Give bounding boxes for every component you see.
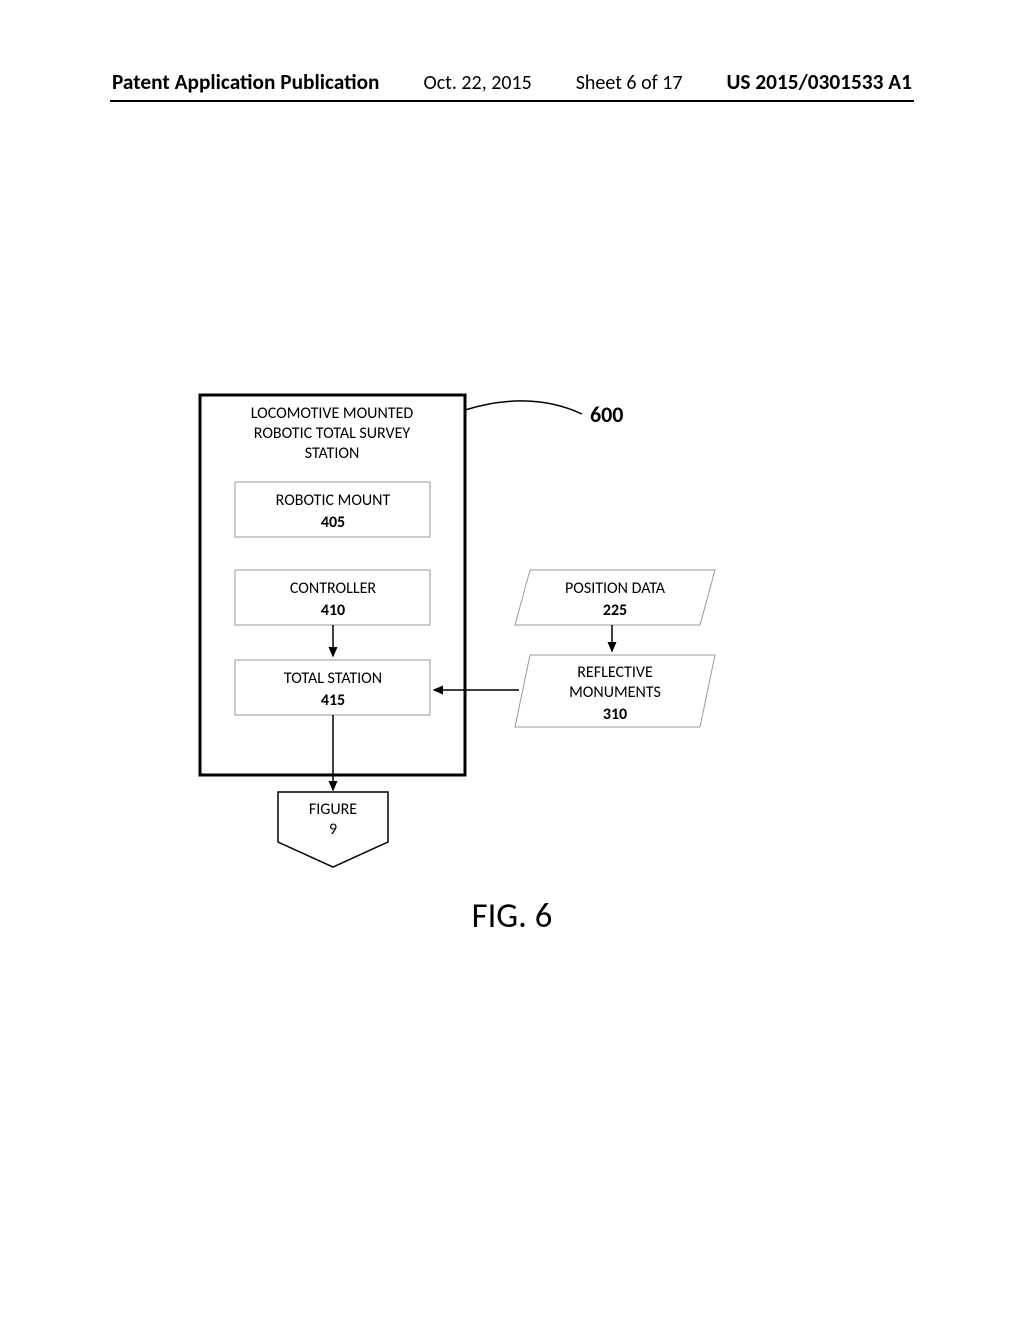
- offpage-text-line2: 9: [329, 820, 337, 839]
- patent-page: Patent Application Publication Oct. 22, …: [0, 0, 1024, 1320]
- position-data-number: 225: [603, 601, 627, 620]
- figure-caption: FIG. 6: [0, 895, 1024, 937]
- main-box-title-line1: LOCOMOTIVE MOUNTED: [251, 404, 414, 423]
- ref-label-600: 600: [590, 401, 623, 428]
- main-box-title-line3: STATION: [305, 444, 360, 463]
- reflective-monuments-label2: MONUMENTS: [569, 683, 661, 702]
- controller-number: 410: [321, 601, 345, 620]
- total-station-number: 415: [321, 691, 345, 710]
- leader-line-600: [465, 401, 582, 414]
- robotic-mount-number: 405: [321, 513, 345, 532]
- offpage-text-line1: FIGURE: [309, 800, 357, 819]
- figure-svg: LOCOMOTIVE MOUNTED ROBOTIC TOTAL SURVEY …: [0, 0, 1024, 1320]
- main-box-title-line2: ROBOTIC TOTAL SURVEY: [254, 424, 411, 443]
- robotic-mount-label: ROBOTIC MOUNT: [276, 491, 391, 510]
- reflective-monuments-label1: REFLECTIVE: [577, 663, 653, 682]
- reflective-monuments-number: 310: [603, 705, 627, 724]
- total-station-label: TOTAL STATION: [284, 669, 382, 688]
- controller-label: CONTROLLER: [290, 579, 377, 598]
- position-data-label: POSITION DATA: [565, 579, 666, 598]
